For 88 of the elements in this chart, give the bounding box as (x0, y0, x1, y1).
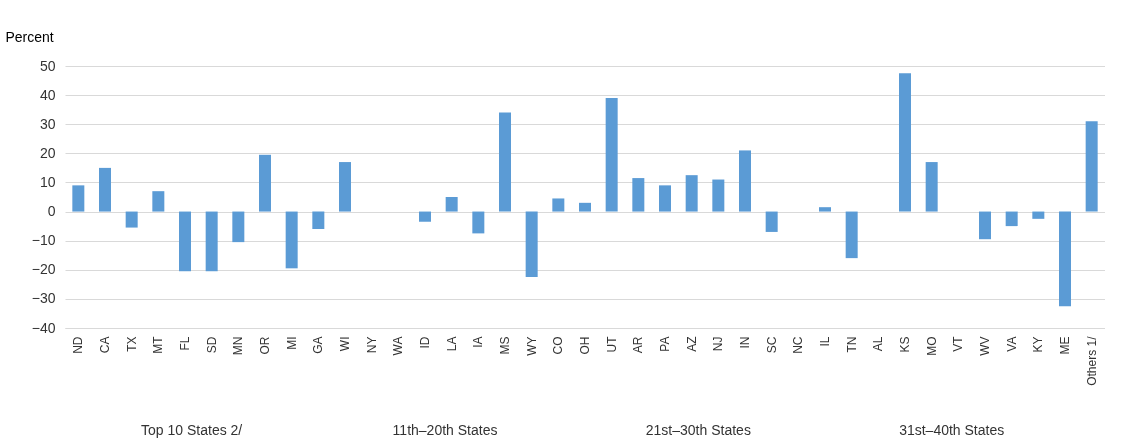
x-tick-label: MO (924, 336, 939, 356)
text: Top 10 States 2/ (141, 422, 243, 438)
bar (499, 112, 511, 212)
text: 11th–20th States (392, 422, 498, 438)
x-tick-label: MS (498, 336, 512, 355)
bar (659, 185, 671, 212)
bar (739, 150, 751, 212)
x-tick-label: SD (204, 336, 219, 354)
y-tick-label: −30 (31, 290, 56, 307)
x-tick-label: KS (898, 336, 912, 353)
x-tick-label: WV (978, 336, 992, 356)
bar (1085, 121, 1098, 212)
bar (232, 211, 245, 243)
bar (979, 211, 991, 240)
y-tick-label: −40 (31, 319, 56, 336)
x-tick-label: VA (1004, 336, 1019, 352)
x-tick-label: PA (658, 336, 672, 352)
x-tick-label: MT (151, 335, 166, 354)
bar (845, 211, 858, 259)
bar (205, 211, 218, 272)
bar (1059, 211, 1071, 307)
x-tick-label: GA (311, 336, 326, 354)
y-tick-label: −10 (31, 232, 56, 249)
x-tick-label: MN (231, 336, 246, 356)
bar (99, 167, 111, 212)
x-tick-label: LA (444, 336, 459, 352)
y-tick-label: −20 (31, 261, 56, 278)
bar (152, 191, 165, 212)
x-tick-label: CO (551, 336, 566, 355)
bar (925, 162, 938, 212)
bar (765, 211, 778, 232)
x-tick-label: WI (338, 336, 352, 352)
x-tick-label: ID (418, 336, 432, 349)
bar (445, 197, 458, 212)
bar (259, 154, 271, 212)
bar (685, 175, 698, 212)
y-tick-label: 20 (39, 144, 56, 161)
bar (285, 211, 298, 269)
bar (1032, 211, 1045, 219)
x-tick-label: AR (631, 336, 646, 354)
bar (419, 211, 431, 222)
x-tick-label: OR (258, 336, 272, 355)
x-tick-label: Others 1/ (1084, 335, 1099, 386)
y-tick-label: 50 (39, 57, 56, 74)
bar (712, 179, 725, 212)
x-tick-label: UT (604, 335, 619, 353)
x-tick-label: TX (124, 336, 139, 352)
x-tick-label: SC (764, 336, 779, 354)
x-tick-label: WY (524, 336, 539, 356)
bar (605, 98, 618, 212)
bar (312, 211, 325, 230)
bar (472, 211, 485, 234)
bar (72, 185, 85, 212)
x-tick-label: IN (738, 336, 752, 349)
x-tick-label: WA (391, 336, 406, 356)
bar (579, 202, 591, 212)
bar (339, 162, 351, 212)
bar (179, 211, 191, 272)
bar (819, 207, 831, 212)
x-tick-label: CA (98, 336, 112, 354)
bar (552, 198, 565, 212)
x-tick-label: ME (1058, 336, 1072, 355)
x-tick-label: IL (818, 336, 832, 347)
x-tick-label: ND (71, 336, 86, 354)
x-tick-label: MI (284, 336, 299, 350)
bar (899, 73, 911, 212)
bar (632, 178, 645, 212)
y-tick-label: 0 (47, 203, 56, 220)
x-tick-label: VT (951, 335, 966, 352)
x-tick-label: NJ (711, 336, 726, 352)
x-tick-label: AL (871, 336, 886, 352)
text: 21st–30th States (645, 422, 751, 438)
x-tick-label: NY (364, 336, 379, 354)
bar (1005, 211, 1018, 227)
x-tick-label: NC (791, 336, 806, 354)
x-tick-label: FL (178, 336, 192, 351)
y-axis-title: Percent (5, 28, 54, 45)
y-tick-label: 30 (39, 115, 56, 132)
x-tick-label: AZ (684, 336, 699, 352)
x-tick-label: TN (844, 336, 859, 353)
bar (525, 211, 538, 278)
y-tick-label: 40 (39, 86, 56, 103)
bar (125, 211, 138, 228)
text: 31st–40th States (899, 422, 1005, 438)
y-tick-label: 10 (39, 173, 56, 190)
x-tick-label: IA (471, 336, 486, 348)
x-tick-label: KY (1031, 336, 1046, 353)
x-tick-label: OH (578, 336, 592, 355)
